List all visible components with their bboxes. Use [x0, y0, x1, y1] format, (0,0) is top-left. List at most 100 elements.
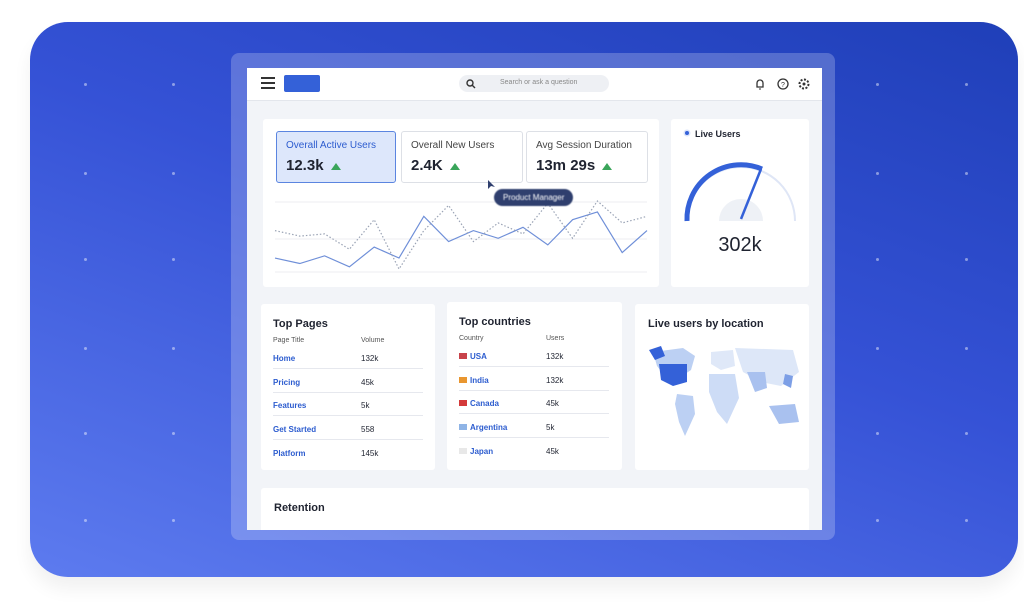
row-value: 132k [546, 352, 564, 361]
dot [965, 172, 968, 175]
row-divider [273, 415, 423, 417]
metric-label: Avg Session Duration [536, 140, 632, 151]
row-divider [459, 437, 609, 439]
row-link[interactable]: USA [470, 352, 487, 361]
column-header: Page Title [273, 337, 305, 344]
trend-up-icon [331, 163, 341, 170]
trend-line [274, 211, 648, 268]
row-link[interactable]: Get Started [273, 425, 317, 435]
dot [965, 519, 968, 522]
row-link[interactable]: Argentina [470, 423, 508, 433]
map-card: Live users by location [635, 304, 809, 470]
dot [172, 347, 175, 350]
row-link[interactable]: Platform [273, 448, 306, 458]
row-value: 132k [546, 375, 564, 385]
dot [84, 258, 87, 261]
metric-label: Overall New Users [411, 140, 495, 151]
metric-value: 2.4K [411, 157, 443, 174]
row-link[interactable]: India [470, 375, 489, 385]
row-value: 5k [361, 401, 370, 411]
search-placeholder: Search or ask a question [500, 79, 578, 86]
row-link[interactable]: Canada [470, 399, 499, 409]
metric-label: Overall Active Users [286, 140, 377, 151]
dot [84, 432, 87, 435]
row-divider [459, 413, 609, 415]
live-users-value: 302k [718, 234, 762, 256]
row-value: 5k [546, 423, 555, 433]
dot [84, 347, 87, 350]
retention-card: Retention [261, 488, 809, 530]
live-indicator [683, 129, 691, 137]
column-header: Users [546, 335, 565, 342]
flag-icon [459, 447, 467, 454]
metric-value: 13m 29s [536, 157, 596, 174]
dot [172, 172, 175, 175]
map-title: Live users by location [648, 318, 764, 330]
row-value: 145k [361, 448, 379, 458]
metrics-card: Overall Active Users 12.3k Overall New Use… [263, 119, 659, 287]
live-users-card: Live Users 302k [671, 119, 809, 287]
row-value: 132k [361, 354, 379, 363]
flag-icon [459, 400, 467, 407]
trend-chart [274, 200, 648, 273]
column-header: Volume [361, 337, 385, 344]
svg-text:?: ? [781, 82, 785, 89]
flag-icon [459, 376, 467, 383]
row-divider [273, 439, 423, 441]
dot [84, 83, 87, 86]
dot [965, 347, 968, 350]
row-divider [459, 389, 609, 391]
menu-button[interactable] [261, 77, 275, 89]
row-value: 45k [546, 399, 559, 409]
metric-value: 12.3k [286, 157, 324, 174]
dot [172, 432, 175, 435]
metric-tile[interactable]: Avg Session Duration 13m 29s [526, 131, 648, 183]
dot [876, 519, 879, 522]
row-link[interactable]: Pricing [273, 377, 301, 387]
dot [876, 172, 879, 175]
cursor [488, 180, 495, 189]
app-window: Search or ask a question ? Overall Activ… [247, 68, 822, 530]
live-users-title: Live Users [695, 129, 741, 139]
dot [965, 432, 968, 435]
flag-icon [459, 424, 467, 431]
trend-up-icon [602, 163, 612, 170]
metric-tile[interactable]: Overall New Users 2.4K [401, 131, 523, 183]
flag-icon [459, 353, 467, 359]
dot [965, 258, 968, 261]
dot [876, 83, 879, 86]
dot [876, 432, 879, 435]
row-value: 45k [361, 377, 374, 387]
top-pages-card: Top Pages Page Title Volume Home 132k Pricin… [261, 304, 435, 470]
search-icon [466, 79, 476, 89]
top-countries-title: Top countries [459, 316, 531, 328]
dot [876, 258, 879, 261]
row-link[interactable]: Features [273, 401, 307, 411]
row-value: 45k [546, 446, 559, 456]
tooltip: Product Manager [494, 189, 574, 206]
metric-tile[interactable]: Overall Active Users 12.3k [276, 131, 396, 183]
world-map [649, 346, 799, 436]
dot [84, 172, 87, 175]
top-countries-card: Top countries Country Users USA 132k India 13… [447, 302, 622, 470]
dot [84, 519, 87, 522]
dot [172, 519, 175, 522]
row-value: 558 [361, 425, 375, 435]
row-divider [273, 368, 423, 369]
gauge [684, 162, 796, 222]
row-link[interactable]: Home [273, 354, 296, 363]
dot [876, 347, 879, 350]
top-pages-title: Top Pages [273, 318, 328, 330]
toolbar-icons[interactable]: ? [754, 77, 814, 91]
logo[interactable] [284, 75, 320, 92]
search-bar[interactable]: Search or ask a question [459, 75, 609, 92]
row-divider [273, 391, 423, 393]
row-link[interactable]: Japan [470, 446, 494, 456]
top-bar: Search or ask a question ? [247, 68, 822, 101]
retention-title: Retention [274, 502, 325, 514]
column-header: Country [459, 335, 484, 342]
dot [172, 258, 175, 261]
trend-up-icon [450, 163, 460, 170]
row-divider [459, 366, 609, 367]
